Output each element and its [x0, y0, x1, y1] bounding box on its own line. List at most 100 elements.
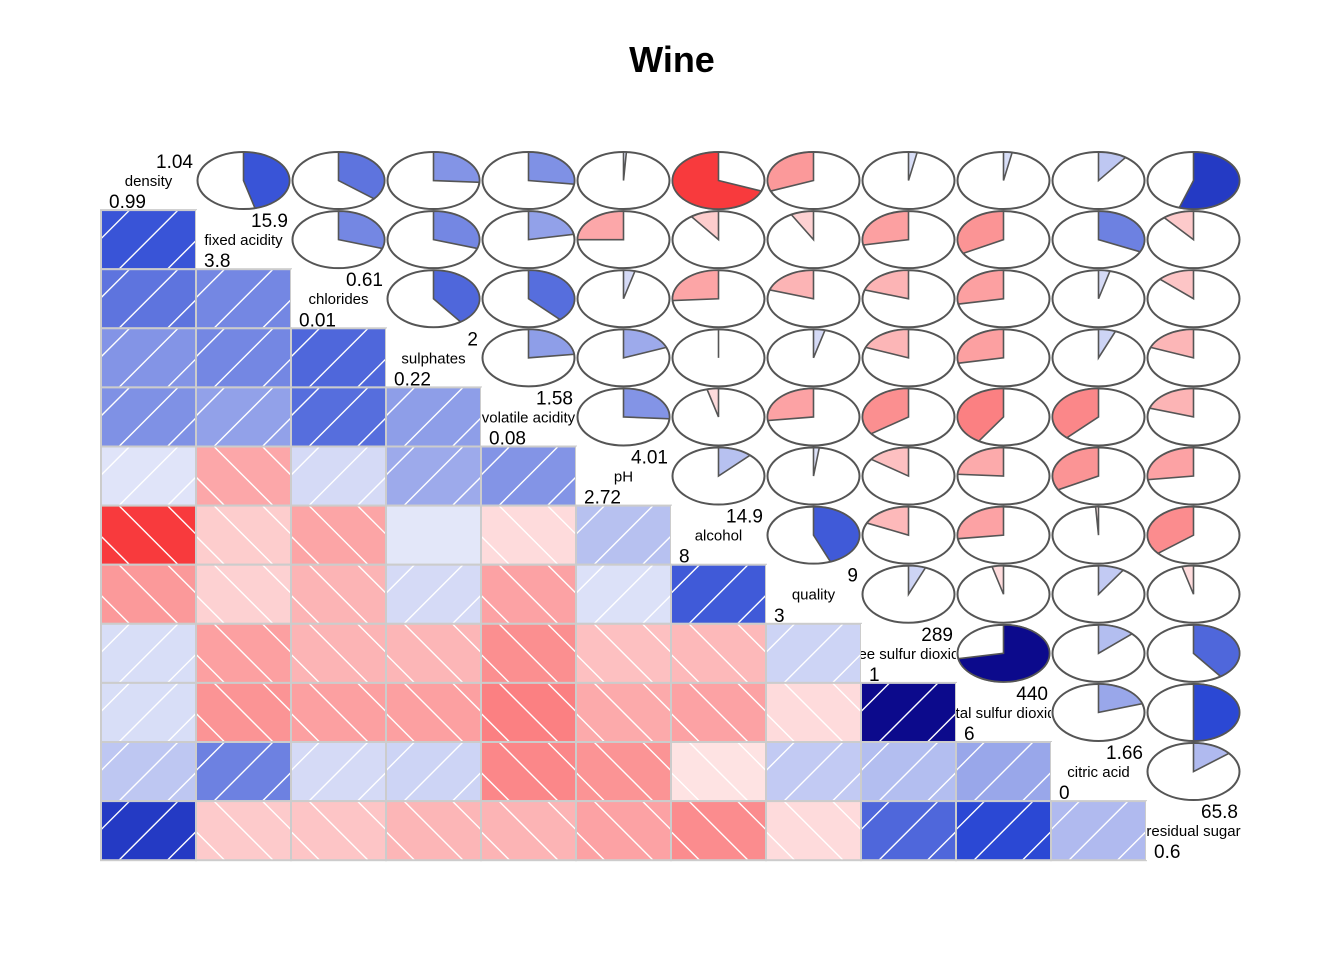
hatch-line	[197, 595, 225, 623]
pie-wedge	[956, 387, 1005, 442]
hatch-line	[593, 506, 654, 564]
hatch-line	[547, 683, 575, 712]
shade-hatch	[102, 388, 195, 446]
hatch-line	[642, 624, 670, 653]
shade-hatch	[767, 624, 860, 682]
shade-hatch	[672, 624, 765, 682]
min-label: 0	[1059, 783, 1070, 804]
pie-cell	[956, 328, 1051, 388]
hatch-line	[498, 802, 559, 860]
shade-hatch	[292, 447, 385, 505]
pie-wedge	[1097, 269, 1112, 300]
pie-wedge	[242, 151, 291, 210]
pie-cell	[861, 505, 956, 565]
pie-cell	[1051, 564, 1146, 624]
diagonal-background	[766, 564, 861, 624]
shade-hatch	[102, 329, 195, 387]
hatch-line	[357, 417, 385, 446]
shade-hatch	[577, 506, 670, 564]
shade-cell	[575, 681, 672, 744]
hatch-line	[672, 831, 700, 860]
diagonal-background	[861, 623, 956, 683]
hatch-line	[213, 388, 274, 446]
hatch-line	[577, 654, 605, 682]
shade-fill	[195, 504, 292, 566]
hatch-line	[167, 417, 195, 446]
pie-wedge	[432, 210, 481, 250]
max-label: 1.04	[156, 152, 193, 173]
max-label: 9	[847, 566, 858, 587]
shade-hatch	[387, 447, 480, 505]
hatch-line	[1052, 802, 1080, 830]
diagonal-cell-7: 9 quality 3	[766, 564, 861, 624]
hatch-line	[767, 831, 795, 860]
hatch-line	[118, 683, 179, 742]
shade-hatch	[482, 683, 575, 742]
hatch-line	[577, 506, 605, 535]
hatch-line	[878, 683, 939, 742]
pie-wedge	[1178, 151, 1241, 210]
pie-cell	[291, 151, 386, 211]
shade-cell	[100, 327, 197, 389]
hatch-line	[357, 683, 385, 712]
hatch-line	[0, 742, 33, 801]
pie-cell	[481, 151, 576, 211]
hatch-line	[452, 477, 480, 505]
variable-label: fixed acidity	[204, 232, 283, 249]
hatch-line	[862, 743, 890, 771]
pie-wedge	[812, 505, 861, 563]
hatch-line	[387, 388, 415, 416]
pie-wedge	[766, 151, 815, 192]
hatch-line	[783, 802, 844, 860]
max-label: 289	[921, 625, 953, 646]
pie-cell	[386, 151, 481, 211]
hatch-line	[308, 447, 369, 505]
pie-wedge	[1149, 328, 1195, 359]
pie-wedge	[990, 564, 1005, 595]
hatch-line	[292, 447, 320, 476]
hatch-line	[118, 388, 179, 446]
shade-cell	[860, 741, 957, 803]
pie-wedge	[1146, 446, 1195, 481]
diagonal-background	[1051, 742, 1146, 802]
pie-cell	[1146, 446, 1241, 506]
pie-wedge	[1097, 151, 1128, 183]
pie-cell	[766, 210, 861, 270]
hatch-line	[22, 565, 81, 624]
shade-hatch	[197, 388, 290, 446]
hatch-line	[197, 536, 225, 564]
hatch-line	[482, 654, 510, 682]
pie-wedge	[717, 446, 752, 478]
pie-wedge	[861, 387, 910, 435]
hatch-line	[498, 565, 559, 623]
hatch-line	[403, 802, 464, 860]
shade-hatch	[197, 683, 290, 742]
pie-wedge	[957, 624, 1051, 683]
pie-wedge	[861, 210, 910, 246]
hatch-line	[878, 743, 939, 801]
hatch-line	[0, 801, 33, 860]
pie-wedge	[527, 269, 576, 321]
pie-cell	[1146, 210, 1241, 270]
shade-hatch	[292, 329, 385, 387]
hatch-line	[452, 683, 480, 712]
hatch-line	[22, 742, 81, 801]
shade-cell	[670, 681, 767, 744]
shade-hatch	[482, 506, 575, 564]
max-label: 65.8	[1201, 802, 1238, 823]
hatch-line	[22, 447, 81, 506]
shade-hatch	[862, 743, 955, 801]
shade-hatch	[957, 743, 1050, 801]
pie-wedge	[576, 210, 625, 241]
hatch-line	[102, 388, 130, 416]
hatch-line	[357, 565, 385, 594]
min-label: 0.6	[1154, 842, 1180, 863]
shade-hatch	[387, 624, 480, 682]
pie-cell	[956, 269, 1051, 329]
